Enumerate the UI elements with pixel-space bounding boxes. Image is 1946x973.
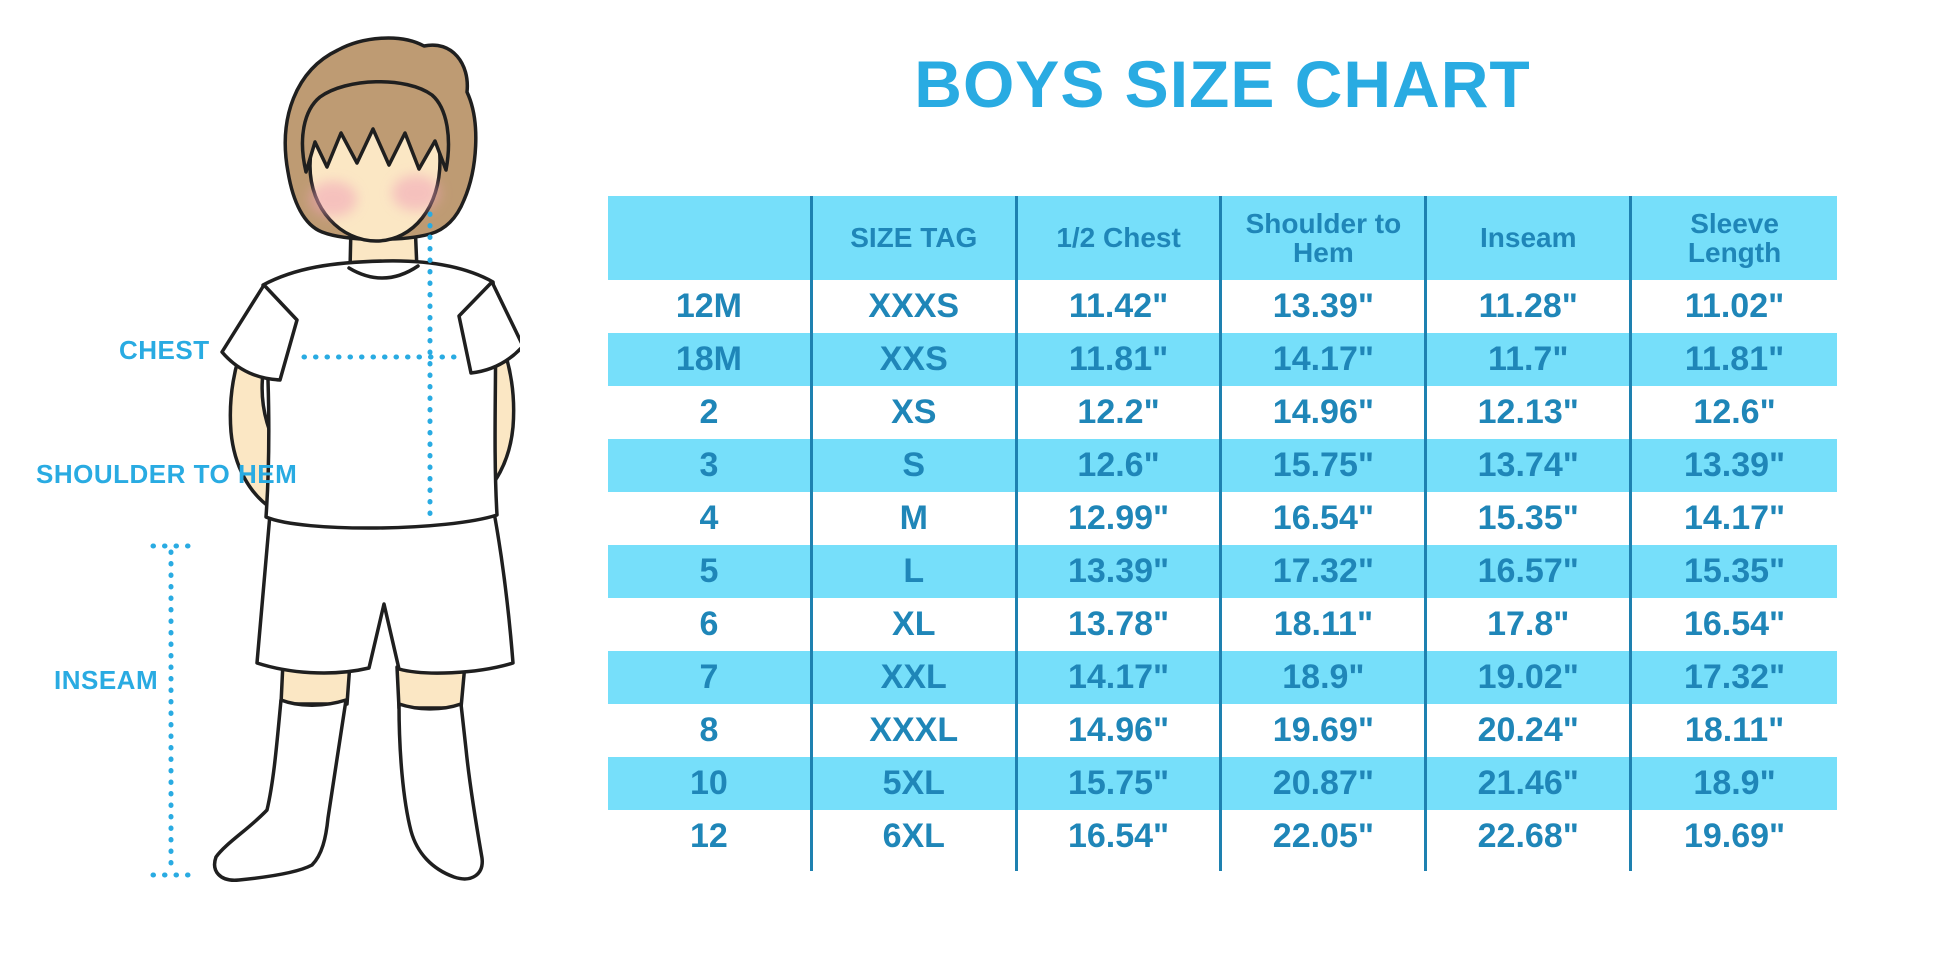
boy-shorts <box>255 510 515 675</box>
table-cell: XXL <box>812 651 1018 704</box>
table-cell: 12.13" <box>1427 386 1633 439</box>
inseam-label: INSEAM <box>54 665 159 695</box>
table-cell: 15.35" <box>1632 545 1837 598</box>
table-border-tail <box>1427 863 1633 871</box>
table-cell: 12.99" <box>1017 492 1223 545</box>
table-cell: 6XL <box>812 810 1018 863</box>
table-cell: 19.69" <box>1632 810 1837 863</box>
column-header: Sleeve Length <box>1632 196 1837 280</box>
table-cell: 2 <box>608 386 813 439</box>
table-cell: 14.96" <box>1017 704 1223 757</box>
table-cell: XXXL <box>812 704 1018 757</box>
table-cell: M <box>812 492 1018 545</box>
table-cell: 14.17" <box>1017 651 1223 704</box>
table-cell: 18.11" <box>1632 704 1837 757</box>
boy-hair-fringe <box>300 80 451 174</box>
column-header <box>608 196 813 280</box>
table-cell: 15.35" <box>1427 492 1633 545</box>
table-border-tail <box>1222 863 1428 871</box>
table-cell: 17.8" <box>1427 598 1633 651</box>
table-cell: 15.75" <box>1222 439 1428 492</box>
table-cell: 11.28" <box>1427 280 1633 333</box>
boy-shirt-left-sleeve <box>220 283 299 382</box>
table-cell: XL <box>812 598 1018 651</box>
table-border-tail <box>1017 863 1223 871</box>
table-cell: 19.69" <box>1222 704 1428 757</box>
table-cell: 16.54" <box>1632 598 1837 651</box>
column-header: SIZE TAG <box>812 196 1018 280</box>
table-cell: 20.87" <box>1222 757 1428 810</box>
table-cell: 11.42" <box>1017 280 1223 333</box>
table-cell: 8 <box>608 704 813 757</box>
table-cell: 3 <box>608 439 813 492</box>
table-cell: 17.32" <box>1632 651 1837 704</box>
table-cell: 13.78" <box>1017 598 1223 651</box>
table-cell: 14.17" <box>1222 333 1428 386</box>
table-cell: 15.75" <box>1017 757 1223 810</box>
table-cell: 13.74" <box>1427 439 1633 492</box>
table-cell: 19.02" <box>1427 651 1633 704</box>
table-cell: 5 <box>608 545 813 598</box>
table-cell: 10 <box>608 757 813 810</box>
table-border-tail <box>1632 863 1837 871</box>
table-cell: 11.7" <box>1427 333 1633 386</box>
chest-label: CHEST <box>119 335 210 365</box>
column-header: Inseam <box>1427 196 1633 280</box>
boy-shirt-collar <box>347 264 420 280</box>
table-cell: 12.6" <box>1017 439 1223 492</box>
table-cell: L <box>812 545 1018 598</box>
table-cell: 11.81" <box>1632 333 1837 386</box>
table-cell: 5XL <box>812 757 1018 810</box>
table-cell: 20.24" <box>1427 704 1633 757</box>
boy-shirt <box>261 259 499 530</box>
boy-blush-left <box>309 181 357 217</box>
table-cell: 11.81" <box>1017 333 1223 386</box>
table-cell: 12M <box>608 280 813 333</box>
table-cell: 17.32" <box>1222 545 1428 598</box>
table-cell: S <box>812 439 1018 492</box>
table-cell: 12.2" <box>1017 386 1223 439</box>
table-cell: XXXS <box>812 280 1018 333</box>
shoulder-to-hem-label: SHOULDER TO HEM <box>36 459 298 489</box>
column-header: 1/2 Chest <box>1017 196 1223 280</box>
table-cell: 18.11" <box>1222 598 1428 651</box>
table-cell: 18M <box>608 333 813 386</box>
table-cell: 6 <box>608 598 813 651</box>
size-table: SIZE TAG 1/2 Chest Shoulder to Hem Inseam Sl… <box>608 196 1837 871</box>
table-cell: 13.39" <box>1222 280 1428 333</box>
table-cell: 18.9" <box>1222 651 1428 704</box>
table-cell: 21.46" <box>1427 757 1633 810</box>
table-cell: 22.68" <box>1427 810 1633 863</box>
table-cell: 16.57" <box>1427 545 1633 598</box>
table-cell: 12 <box>608 810 813 863</box>
table-cell: XXS <box>812 333 1018 386</box>
column-header: Shoulder to Hem <box>1222 196 1428 280</box>
table-cell: 13.39" <box>1017 545 1223 598</box>
table-cell: 14.96" <box>1222 386 1428 439</box>
table-cell: 22.05" <box>1222 810 1428 863</box>
table-cell: 16.54" <box>1017 810 1223 863</box>
table-cell: 18.9" <box>1632 757 1837 810</box>
boy-blush-right <box>392 175 440 211</box>
table-cell: 4 <box>608 492 813 545</box>
table-cell: 11.02" <box>1632 280 1837 333</box>
table-cell: 12.6" <box>1632 386 1837 439</box>
table-cell: 14.17" <box>1632 492 1837 545</box>
boy-right-sock <box>397 702 484 881</box>
table-cell: 7 <box>608 651 813 704</box>
table-border-tail <box>608 863 813 871</box>
table-cell: 16.54" <box>1222 492 1428 545</box>
table-cell: XS <box>812 386 1018 439</box>
page-title: BOYS SIZE CHART <box>914 47 1531 121</box>
boy-illustration <box>150 36 520 882</box>
boy-left-sock <box>213 698 348 882</box>
table-cell: 13.39" <box>1632 439 1837 492</box>
table-border-tail <box>812 863 1018 871</box>
boy-shirt-right-sleeve <box>457 280 520 375</box>
